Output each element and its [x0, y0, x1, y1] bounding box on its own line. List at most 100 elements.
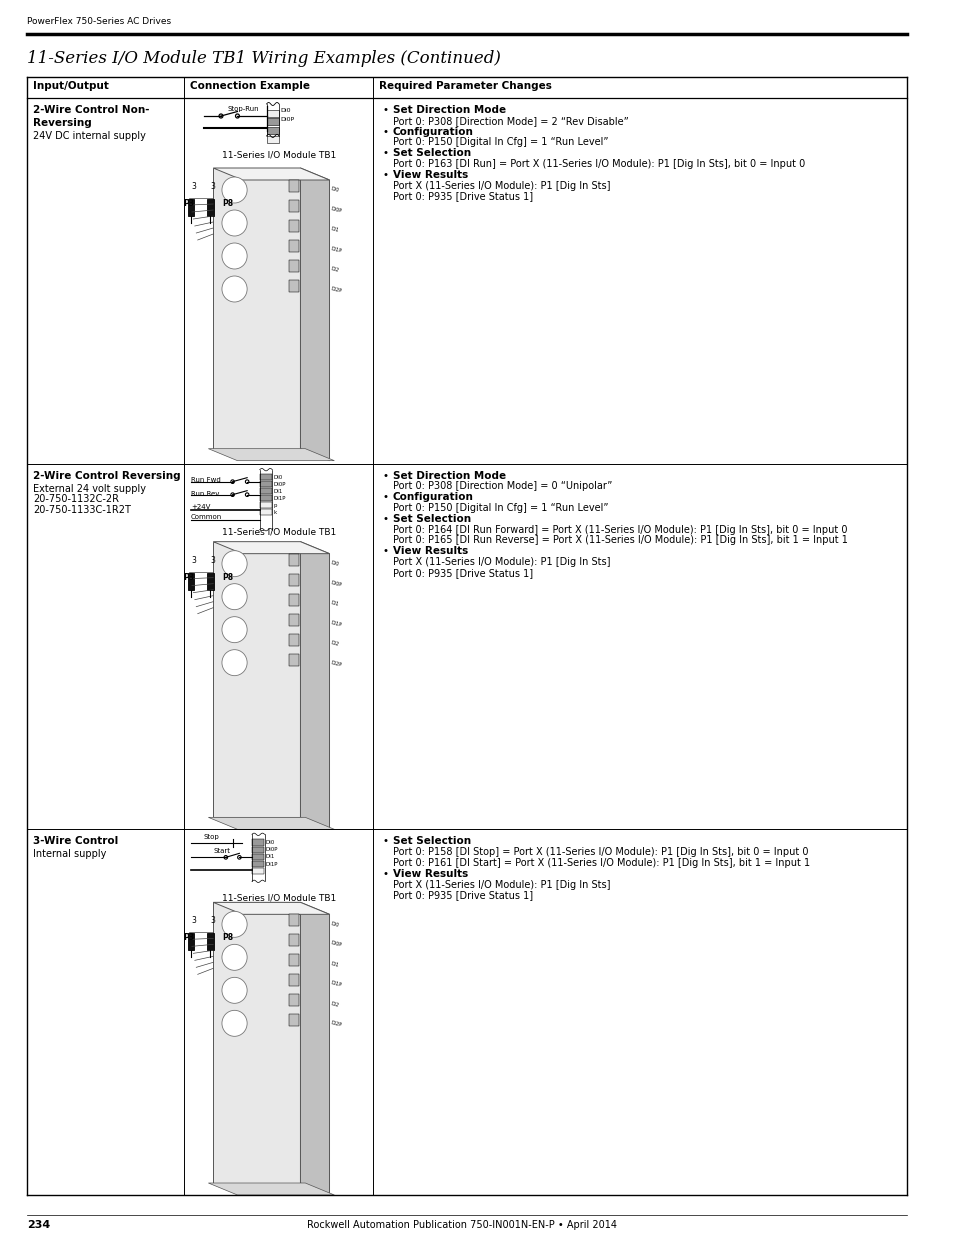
Text: Di1: Di1 — [330, 961, 339, 968]
Bar — [188, 934, 194, 951]
Text: Set Selection: Set Selection — [392, 514, 470, 524]
Bar — [289, 280, 298, 291]
Text: Di0: Di0 — [273, 474, 282, 479]
Text: Port 0: P150 [Digital In Cfg] = 1 “Run Level”: Port 0: P150 [Digital In Cfg] = 1 “Run L… — [392, 503, 607, 513]
Polygon shape — [213, 542, 300, 818]
Bar — [253, 868, 264, 874]
Circle shape — [222, 275, 247, 303]
Text: 3: 3 — [211, 182, 215, 191]
Polygon shape — [300, 903, 329, 1195]
Polygon shape — [208, 818, 334, 830]
Text: Configuration: Configuration — [392, 127, 473, 137]
Bar — [207, 199, 213, 216]
Text: Internal supply: Internal supply — [33, 850, 106, 860]
Text: •: • — [382, 127, 389, 137]
Bar — [289, 614, 298, 626]
Circle shape — [222, 1010, 247, 1036]
Text: Di2P: Di2P — [330, 287, 342, 294]
Text: Port X (11-Series I/O Module): P1 [Dig In Sts]: Port X (11-Series I/O Module): P1 [Dig I… — [392, 879, 609, 889]
Text: Di1P: Di1P — [330, 981, 342, 988]
Text: P3: P3 — [183, 199, 193, 207]
Text: Di0: Di0 — [330, 186, 339, 194]
Bar — [289, 653, 298, 666]
Text: Di2P: Di2P — [330, 659, 342, 668]
Text: External 24 volt supply: External 24 volt supply — [33, 484, 146, 494]
Text: •: • — [382, 169, 389, 180]
Bar — [289, 553, 298, 566]
Bar — [289, 574, 298, 585]
Circle shape — [222, 650, 247, 676]
Text: P8: P8 — [222, 934, 233, 942]
Text: 24V DC internal supply: 24V DC internal supply — [33, 131, 146, 141]
Bar — [267, 127, 278, 135]
Circle shape — [222, 177, 247, 203]
Text: •: • — [382, 148, 389, 158]
Polygon shape — [213, 168, 300, 448]
Text: P8: P8 — [222, 199, 233, 207]
Text: 3: 3 — [192, 182, 196, 191]
Text: Port 0: P935 [Drive Status 1]: Port 0: P935 [Drive Status 1] — [392, 568, 532, 578]
Text: 11-Series I/O Module TB1 Wiring Examples (Continued): 11-Series I/O Module TB1 Wiring Examples… — [27, 49, 500, 67]
Bar — [188, 199, 194, 216]
Text: Reversing: Reversing — [33, 119, 91, 128]
Text: Port X (11-Series I/O Module): P1 [Dig In Sts]: Port X (11-Series I/O Module): P1 [Dig I… — [392, 557, 609, 567]
Circle shape — [222, 977, 247, 1003]
Polygon shape — [208, 448, 334, 461]
Text: Required Parameter Changes: Required Parameter Changes — [378, 82, 551, 91]
Text: Di0: Di0 — [280, 107, 291, 112]
Text: 3-Wire Control: 3-Wire Control — [33, 836, 118, 846]
Text: Di0P: Di0P — [330, 579, 342, 588]
Text: Set Selection: Set Selection — [392, 148, 470, 158]
Text: Port 0: P164 [DI Run Forward] = Port X (11-Series I/O Module): P1 [Dig In Sts], : Port 0: P164 [DI Run Forward] = Port X (… — [392, 525, 846, 535]
Text: Stop-Run: Stop-Run — [228, 106, 259, 112]
Bar — [188, 573, 194, 589]
Bar — [289, 634, 298, 646]
Text: Port 0: P308 [Direction Mode] = 0 “Unipolar”: Port 0: P308 [Direction Mode] = 0 “Unipo… — [392, 482, 611, 492]
Text: Di1: Di1 — [265, 855, 274, 860]
Text: Port 0: P161 [DI Start] = Port X (11-Series I/O Module): P1 [Dig In Sts], bit 1 : Port 0: P161 [DI Start] = Port X (11-Ser… — [392, 858, 809, 868]
Circle shape — [222, 243, 247, 269]
Text: Set Selection: Set Selection — [392, 836, 470, 846]
Text: 3: 3 — [192, 916, 196, 925]
Text: P3: P3 — [183, 573, 193, 582]
Text: 234: 234 — [27, 1220, 51, 1230]
Circle shape — [222, 210, 247, 236]
Text: Port 0: P308 [Direction Mode] = 2 “Rev Disable”: Port 0: P308 [Direction Mode] = 2 “Rev D… — [392, 116, 628, 126]
Text: Di0: Di0 — [330, 561, 339, 567]
Text: Di0: Di0 — [330, 921, 339, 927]
Text: Start: Start — [213, 848, 230, 855]
Bar — [289, 240, 298, 252]
Bar — [253, 840, 264, 846]
Circle shape — [222, 911, 247, 937]
Polygon shape — [213, 903, 329, 914]
Text: View Results: View Results — [392, 169, 467, 180]
Bar — [289, 594, 298, 605]
Text: Stop: Stop — [203, 835, 219, 840]
Circle shape — [222, 551, 247, 577]
Text: 3: 3 — [192, 556, 196, 564]
Text: Di0P: Di0P — [330, 206, 342, 214]
Bar — [289, 974, 298, 987]
Text: Di1P: Di1P — [265, 862, 277, 867]
Bar — [289, 994, 298, 1007]
Text: Input/Output: Input/Output — [33, 82, 109, 91]
Text: +24V: +24V — [191, 504, 210, 510]
Text: PowerFlex 750-Series AC Drives: PowerFlex 750-Series AC Drives — [27, 17, 172, 26]
Bar — [207, 934, 213, 951]
Text: 2-Wire Control Non-: 2-Wire Control Non- — [33, 105, 150, 115]
Text: Di0: Di0 — [265, 840, 274, 845]
Text: Port 0: P150 [Digital In Cfg] = 1 “Run Level”: Port 0: P150 [Digital In Cfg] = 1 “Run L… — [392, 137, 607, 147]
Bar — [289, 1014, 298, 1026]
Polygon shape — [300, 542, 329, 830]
Text: Port 0: P935 [Drive Status 1]: Port 0: P935 [Drive Status 1] — [392, 191, 532, 201]
Text: p: p — [273, 503, 276, 508]
Text: Rockwell Automation Publication 750-IN001N-EN-P • April 2014: Rockwell Automation Publication 750-IN00… — [307, 1220, 617, 1230]
Bar — [267, 136, 278, 143]
Text: Set Direction Mode: Set Direction Mode — [392, 105, 505, 115]
Text: P8: P8 — [222, 573, 233, 582]
Circle shape — [222, 584, 247, 610]
Text: 11-Series I/O Module TB1: 11-Series I/O Module TB1 — [221, 527, 335, 537]
Text: P3: P3 — [183, 934, 193, 942]
Text: Di2: Di2 — [330, 267, 339, 273]
Text: View Results: View Results — [392, 546, 467, 556]
